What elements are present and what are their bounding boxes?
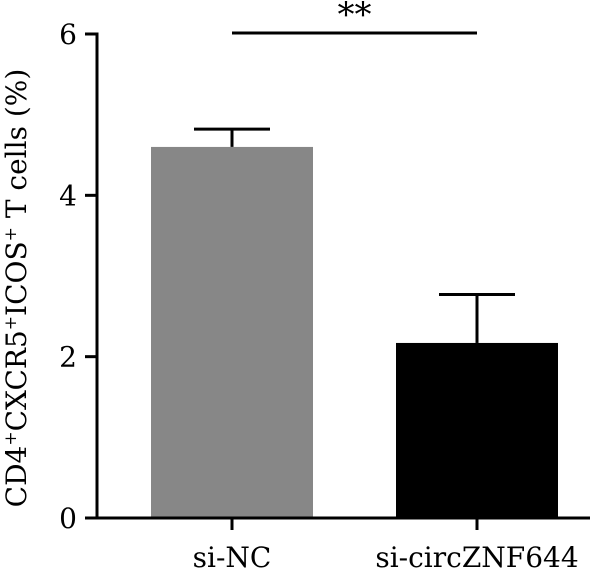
y-axis-label: CD4+CXCR5+ICOS+ T cells (%) bbox=[0, 69, 33, 508]
y-label-part: ICOS bbox=[0, 241, 33, 316]
x-tick-label: si-circZNF644 bbox=[375, 541, 578, 574]
y-label-superscript: + bbox=[1, 227, 21, 241]
y-tick-label: 4 bbox=[59, 179, 77, 212]
bar-si-NC bbox=[151, 146, 313, 518]
y-tick-label: 2 bbox=[59, 341, 77, 374]
y-label-part: CD4 bbox=[0, 446, 33, 508]
y-label-superscript: + bbox=[1, 431, 21, 445]
y-label-part: T cells (%) bbox=[0, 69, 33, 227]
bar-si-circZNF644 bbox=[396, 342, 558, 518]
x-tick-label: si-NC bbox=[193, 541, 272, 574]
y-tick-label: 0 bbox=[59, 502, 77, 535]
y-ticks: 0 2 4 6 bbox=[59, 18, 97, 535]
x-ticks: si-NC si-circZNF644 bbox=[193, 518, 579, 574]
plot-area bbox=[151, 127, 558, 518]
significance-label: ** bbox=[338, 0, 372, 35]
y-label-superscript: + bbox=[1, 316, 21, 330]
significance-bracket: ** bbox=[232, 0, 477, 35]
y-tick-label: 6 bbox=[59, 18, 77, 51]
y-label-part: CXCR5 bbox=[0, 330, 33, 431]
